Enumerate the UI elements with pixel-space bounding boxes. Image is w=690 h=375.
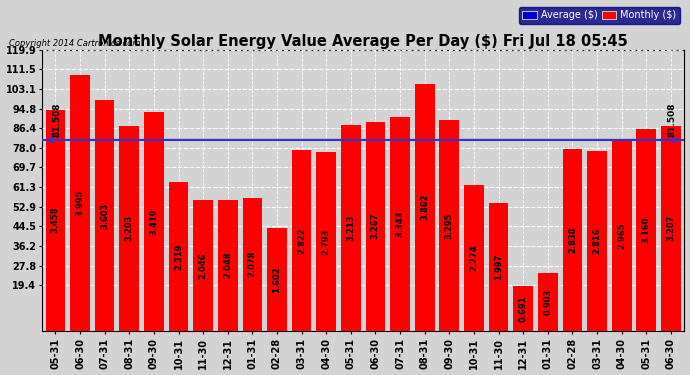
Text: 2.046: 2.046 (199, 252, 208, 279)
Bar (538, 273, 558, 331)
Bar (317, 152, 336, 331)
Text: 3.603: 3.603 (100, 202, 109, 229)
Text: 2.274: 2.274 (469, 244, 478, 271)
Text: 3.458: 3.458 (51, 207, 60, 233)
Text: 2.965: 2.965 (617, 222, 626, 249)
Bar (464, 185, 484, 331)
Text: 3.862: 3.862 (420, 194, 429, 220)
Bar (341, 125, 361, 331)
Text: 81.508: 81.508 (52, 103, 61, 137)
Bar (636, 129, 656, 331)
Bar (366, 122, 385, 331)
Title: Monthly Solar Energy Value Average Per Day ($) Fri Jul 18 05:45: Monthly Solar Energy Value Average Per D… (98, 34, 628, 49)
Bar (267, 228, 287, 331)
Text: 3.343: 3.343 (395, 211, 404, 237)
Text: 2.048: 2.048 (224, 252, 233, 279)
Text: 3.203: 3.203 (125, 215, 134, 242)
Bar (168, 182, 188, 331)
Bar (119, 126, 139, 331)
Text: 2.816: 2.816 (593, 227, 602, 254)
Text: 3.207: 3.207 (667, 215, 676, 241)
Text: 0.903: 0.903 (543, 289, 552, 315)
Legend: Average ($), Monthly ($): Average ($), Monthly ($) (519, 7, 680, 24)
Bar (562, 149, 582, 331)
Text: 1.997: 1.997 (494, 254, 503, 280)
Bar (70, 75, 90, 331)
Text: 3.267: 3.267 (371, 213, 380, 240)
Bar (391, 117, 410, 331)
Bar (661, 126, 681, 331)
Bar (95, 100, 115, 331)
Bar (415, 84, 435, 331)
Text: 3.160: 3.160 (642, 216, 651, 243)
Bar (193, 200, 213, 331)
Bar (292, 150, 311, 331)
Bar (489, 203, 509, 331)
Text: 81.508: 81.508 (668, 103, 677, 137)
Text: 3.295: 3.295 (445, 212, 454, 238)
Bar (612, 141, 631, 331)
Bar (440, 120, 459, 331)
Text: 2.838: 2.838 (568, 227, 577, 253)
Bar (144, 112, 164, 331)
Text: 3.419: 3.419 (149, 208, 159, 235)
Bar (513, 286, 533, 331)
Text: 2.078: 2.078 (248, 251, 257, 278)
Text: 3.995: 3.995 (75, 190, 84, 216)
Text: 0.691: 0.691 (519, 296, 528, 322)
Bar (587, 151, 607, 331)
Bar (242, 198, 262, 331)
Text: 2.319: 2.319 (174, 243, 183, 270)
Text: Copyright 2014 Cartronics.com: Copyright 2014 Cartronics.com (9, 39, 140, 48)
Text: 2.822: 2.822 (297, 227, 306, 254)
Bar (46, 110, 66, 331)
Bar (218, 200, 237, 331)
Text: 3.213: 3.213 (346, 214, 355, 241)
Text: 2.793: 2.793 (322, 228, 331, 255)
Text: 1.602: 1.602 (273, 266, 282, 293)
